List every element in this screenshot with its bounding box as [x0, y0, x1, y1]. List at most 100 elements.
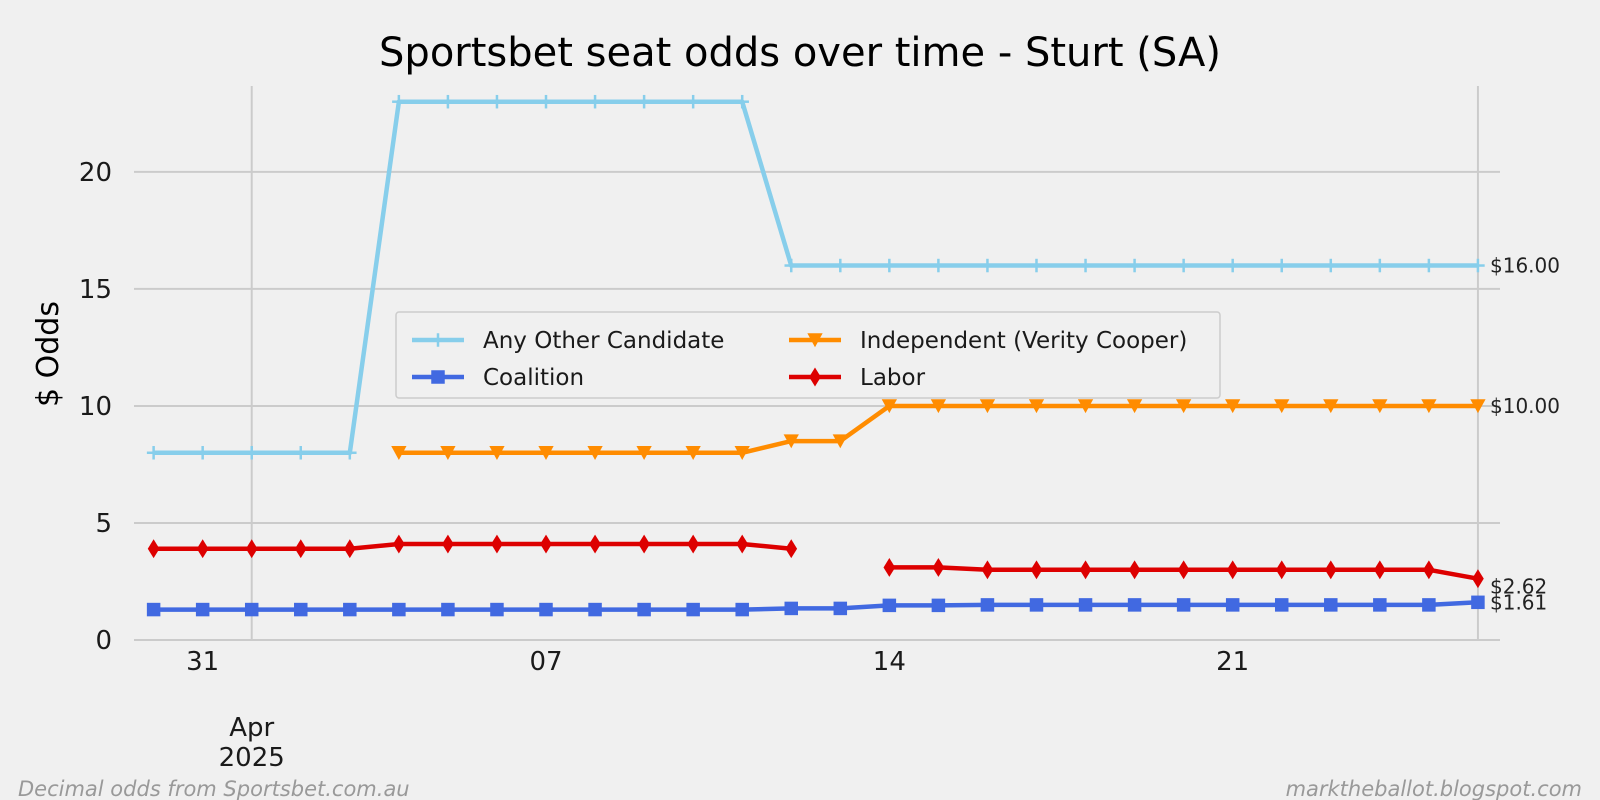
data-point-coalition [441, 602, 455, 617]
data-point-any-other-candidate [1324, 258, 1338, 273]
data-point-coalition [1225, 598, 1240, 612]
series-line-coalition [153, 600, 1479, 612]
data-point-labor [1472, 569, 1484, 589]
data-point-coalition [1176, 598, 1191, 612]
end-value-label: $2.62 [1490, 575, 1547, 599]
legend-label: Independent (Verity Cooper) [860, 328, 1187, 354]
data-point-labor [981, 560, 994, 580]
legend-item-any-other-candidate: Any Other Candidate [412, 328, 724, 354]
data-point-labor [540, 534, 552, 554]
data-point-any-other-candidate [343, 446, 357, 460]
data-point-coalition [980, 598, 995, 612]
data-point-coalition [735, 602, 749, 617]
data-point-labor [785, 539, 798, 559]
data-point-labor [245, 539, 258, 559]
data-point-labor [1030, 560, 1043, 580]
x-tick-label: 07 [529, 647, 562, 677]
data-point-independent-verity-cooper [881, 399, 897, 414]
data-point-independent-verity-cooper [391, 446, 407, 460]
data-point-any-other-candidate [931, 258, 946, 273]
data-point-coalition [1274, 598, 1289, 612]
legend-item-independent-verity-cooper: Independent (Verity Cooper) [789, 328, 1187, 354]
data-point-coalition [539, 602, 553, 617]
data-point-labor [1226, 560, 1239, 580]
y-tick-label: 5 [95, 509, 112, 539]
data-point-any-other-candidate [392, 94, 406, 109]
data-point-coalition [686, 602, 700, 617]
data-point-coalition [294, 602, 308, 617]
data-point-any-other-candidate [1176, 258, 1191, 273]
end-value-label: $1.61 [1490, 590, 1547, 614]
data-point-coalition [1471, 595, 1485, 610]
x-year-label: 2025 [219, 743, 285, 773]
series-line-any-other-candidate [153, 99, 1478, 456]
y-tick-label: 15 [79, 275, 112, 305]
data-point-independent-verity-cooper [587, 446, 603, 460]
end-labels: $16.00 $10.00 $2.62$1.61 [1490, 254, 1560, 615]
data-point-any-other-candidate [294, 446, 308, 460]
data-point-coalition [588, 602, 602, 617]
data-point-any-other-candidate [146, 446, 161, 460]
data-point-coalition [882, 598, 897, 613]
data-point-independent-verity-cooper [440, 446, 456, 460]
data-point-any-other-candidate [882, 258, 897, 273]
data-point-labor [1128, 560, 1141, 580]
end-value-label: $10.00 [1490, 394, 1560, 418]
data-point-labor [393, 534, 405, 554]
data-point-labor [491, 534, 503, 554]
data-point-labor [1275, 560, 1288, 580]
data-point-any-other-candidate [735, 94, 749, 109]
data-point-labor [343, 539, 356, 559]
data-point-any-other-candidate [686, 94, 700, 109]
data-point-independent-verity-cooper [1421, 399, 1437, 414]
y-tick-label: 20 [79, 158, 112, 188]
data-point-labor [1373, 560, 1386, 580]
legend-label: Labor [860, 365, 926, 391]
data-point-any-other-candidate [195, 446, 210, 460]
legend-marker [431, 333, 445, 347]
chart-title: Sportsbet seat odds over time - Sturt (S… [379, 30, 1221, 76]
data-point-independent-verity-cooper [930, 399, 947, 414]
data-point-independent-verity-cooper [1323, 399, 1339, 414]
x-month-label: Apr [229, 713, 274, 743]
data-point-labor [147, 539, 160, 559]
data-point-labor [1423, 560, 1435, 580]
data-point-labor [1324, 560, 1337, 580]
end-value-label: $16.00 [1490, 254, 1560, 278]
data-point-any-other-candidate [1373, 258, 1387, 273]
data-point-labor [736, 534, 749, 554]
y-tick-label: 10 [79, 392, 112, 422]
data-point-coalition [1127, 598, 1142, 612]
footer-site: marktheballot.blogspot.com [1286, 777, 1582, 800]
data-point-labor [1079, 560, 1092, 580]
legend-label: Any Other Candidate [483, 328, 724, 354]
legend-marker [431, 370, 445, 384]
data-point-any-other-candidate [1127, 258, 1142, 273]
data-point-coalition [637, 602, 651, 617]
footer-source: Decimal odds from Sportsbet.com.au [18, 777, 410, 800]
data-point-coalition [1373, 598, 1387, 612]
data-point-coalition [146, 602, 161, 617]
data-point-independent-verity-cooper [1274, 399, 1290, 414]
data-point-coalition [1078, 598, 1093, 612]
data-point-coalition [244, 602, 259, 617]
data-point-independent-verity-cooper [1028, 399, 1045, 414]
data-point-independent-verity-cooper [538, 446, 554, 460]
data-point-independent-verity-cooper [685, 446, 701, 460]
data-point-labor [442, 534, 454, 554]
data-point-coalition [1422, 598, 1436, 612]
legend-item-coalition: Coalition [412, 365, 584, 391]
data-point-labor [1177, 560, 1190, 580]
data-point-any-other-candidate [244, 446, 259, 460]
data-point-labor [294, 539, 307, 559]
data-point-any-other-candidate [441, 94, 455, 109]
data-point-coalition [1324, 598, 1338, 612]
data-point-labor [687, 534, 700, 554]
data-point-independent-verity-cooper [1225, 399, 1241, 414]
data-point-labor [196, 539, 209, 559]
data-point-any-other-candidate [833, 258, 848, 273]
data-point-independent-verity-cooper [1372, 399, 1388, 414]
data-point-any-other-candidate [784, 258, 798, 273]
